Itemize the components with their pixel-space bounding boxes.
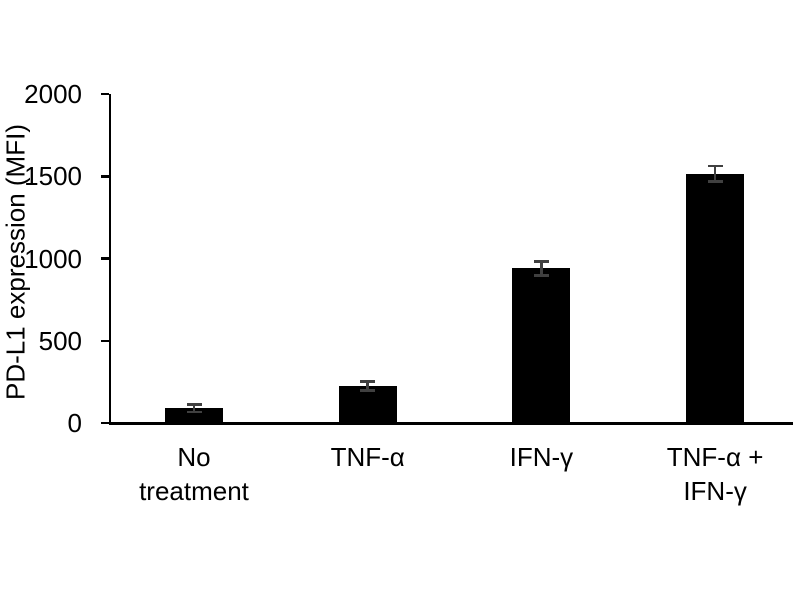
error-bar <box>366 380 369 392</box>
bar <box>165 408 223 423</box>
error-bar-cap-top <box>186 403 202 406</box>
bar <box>338 385 397 423</box>
error-bar-cap-bottom <box>533 274 549 277</box>
bar <box>686 173 745 423</box>
y-tick-label: 1000 <box>24 243 82 274</box>
x-tick-label: TNF-α + IFN-γ <box>666 442 764 506</box>
y-tick-label: 500 <box>38 325 82 356</box>
error-bar-cap-top <box>360 380 376 383</box>
error-bar <box>713 164 717 183</box>
y-tick <box>100 92 109 96</box>
x-axis-line <box>108 422 793 425</box>
y-tick <box>100 175 109 178</box>
y-tick <box>100 257 109 260</box>
error-bar <box>540 260 543 277</box>
error-bar-cap-top <box>533 260 549 263</box>
error-bar-cap-bottom <box>186 410 202 414</box>
y-tick-label: 2000 <box>24 79 82 109</box>
error-bar-cap-top <box>707 164 723 168</box>
y-tick <box>100 339 109 342</box>
y-tick-label: 0 <box>67 408 82 438</box>
error-bar-cap-bottom <box>360 389 376 392</box>
x-tick-label: IFN-γ <box>509 442 574 472</box>
error-bar-cap-bottom <box>707 180 723 183</box>
error-bar <box>192 403 196 414</box>
x-tick-label: No treatment <box>139 442 249 506</box>
y-axis-line <box>108 94 111 425</box>
bar <box>512 268 571 423</box>
y-tick-label: 1500 <box>24 161 82 192</box>
y-tick <box>100 421 109 425</box>
x-tick-label: TNF-α <box>330 442 405 472</box>
